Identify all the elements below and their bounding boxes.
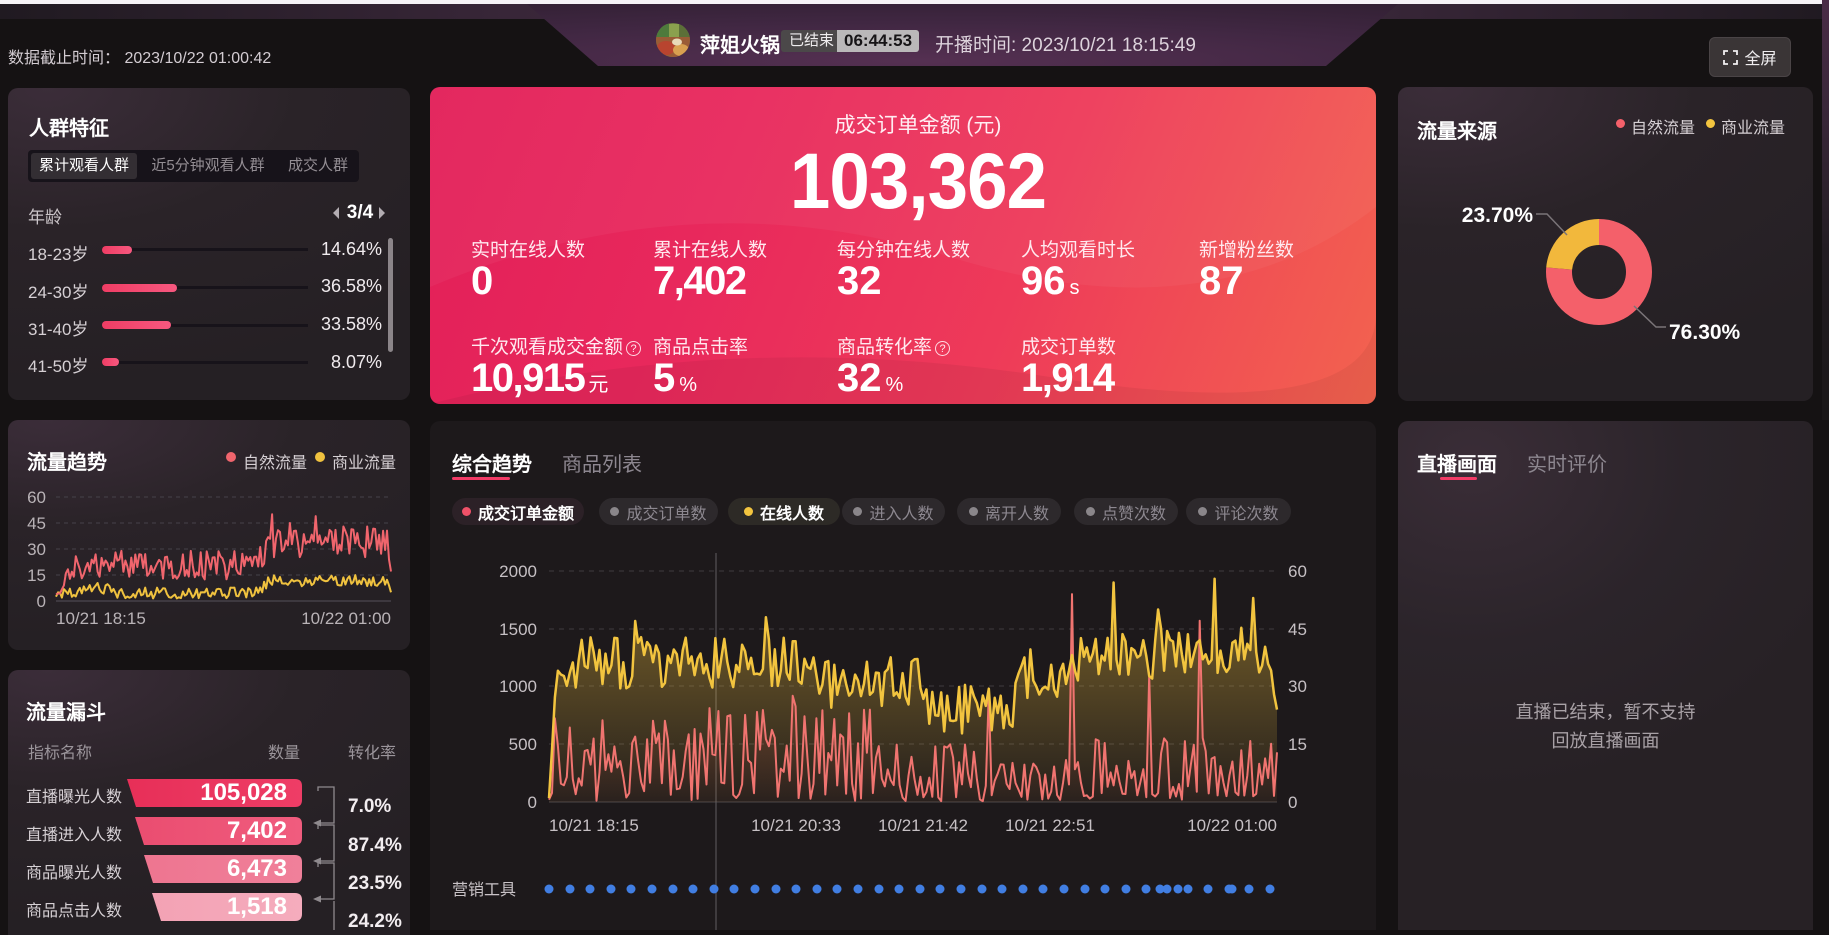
svg-text:76.30%: 76.30%: [1669, 321, 1741, 344]
svg-text:0: 0: [1288, 793, 1297, 812]
svg-text:2000: 2000: [499, 562, 537, 581]
svg-text:营销工具: 营销工具: [452, 881, 516, 899]
svg-text:30: 30: [27, 540, 46, 559]
svg-text:45: 45: [27, 514, 46, 533]
svg-text:1000: 1000: [499, 677, 537, 696]
svg-text:60: 60: [27, 488, 46, 507]
svg-text:10/21 21:42: 10/21 21:42: [878, 816, 968, 835]
svg-text:10/22 01:00: 10/22 01:00: [1187, 816, 1277, 835]
svg-text:23.70%: 23.70%: [1462, 204, 1534, 227]
svg-text:10/21 18:15: 10/21 18:15: [549, 816, 639, 835]
svg-text:15: 15: [27, 566, 46, 585]
svg-text:0: 0: [37, 592, 46, 611]
svg-text:15: 15: [1288, 735, 1307, 754]
svg-text:10/21 22:51: 10/21 22:51: [1005, 816, 1095, 835]
svg-text:0: 0: [528, 793, 537, 812]
svg-text:10/21 18:15: 10/21 18:15: [56, 609, 146, 628]
svg-text:30: 30: [1288, 677, 1307, 696]
svg-text:1500: 1500: [499, 620, 537, 639]
svg-text:500: 500: [509, 735, 537, 754]
svg-text:10/21 20:33: 10/21 20:33: [751, 816, 841, 835]
svg-text:45: 45: [1288, 620, 1307, 639]
svg-text:60: 60: [1288, 562, 1307, 581]
svg-text:10/22 01:00: 10/22 01:00: [301, 609, 391, 628]
